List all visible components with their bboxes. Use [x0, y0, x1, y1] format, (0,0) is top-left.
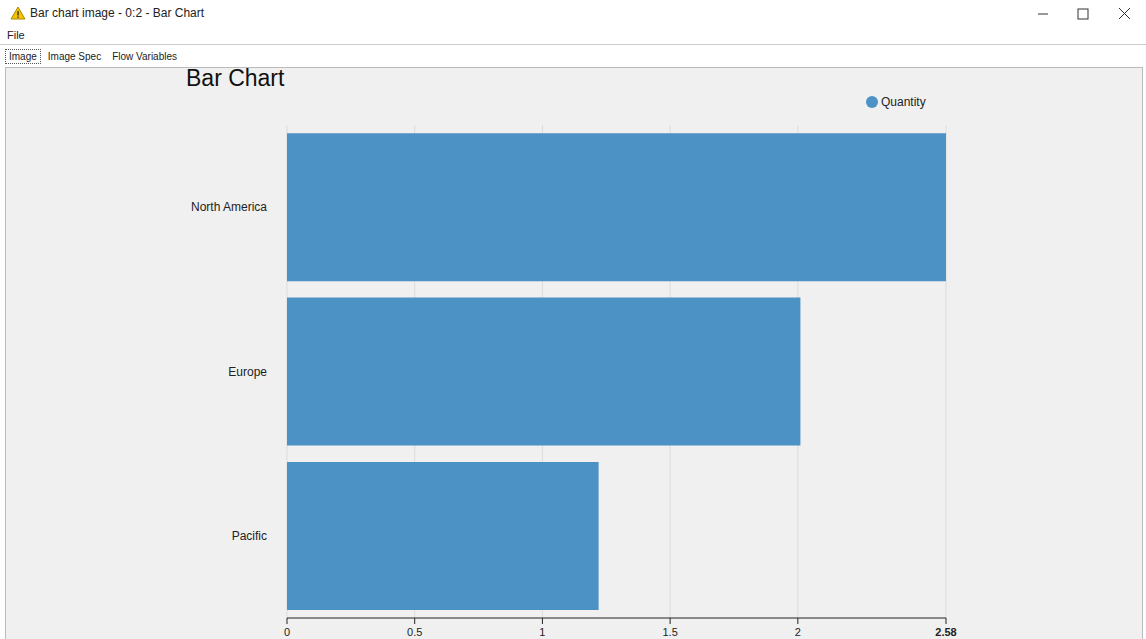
svg-text:0: 0: [284, 626, 290, 638]
html-text:Image: Image: [9, 51, 37, 62]
svg-text:Pacific: Pacific: [232, 529, 267, 543]
svg-text:North America: North America: [191, 200, 267, 214]
html-text:File: File: [7, 29, 25, 41]
svg-text:2.58: 2.58: [935, 626, 956, 638]
html-text:Bar Chart: Bar Chart: [186, 65, 285, 91]
svg-text:0.5: 0.5: [407, 626, 422, 638]
html-text:Image Spec: Image Spec: [47, 51, 102, 62]
html-text:Quantity: Quantity: [881, 95, 926, 109]
svg-text:Europe: Europe: [228, 365, 267, 379]
html-text:Bar chart image - 0:2 - Bar Ch: Bar chart image - 0:2 - Bar Chart: [30, 6, 205, 20]
svg-text:1.5: 1.5: [662, 626, 677, 638]
html-text:Flow Variables: Flow Variables: [112, 51, 177, 62]
svg-text:1: 1: [539, 626, 545, 638]
svg-text:2: 2: [795, 626, 801, 638]
